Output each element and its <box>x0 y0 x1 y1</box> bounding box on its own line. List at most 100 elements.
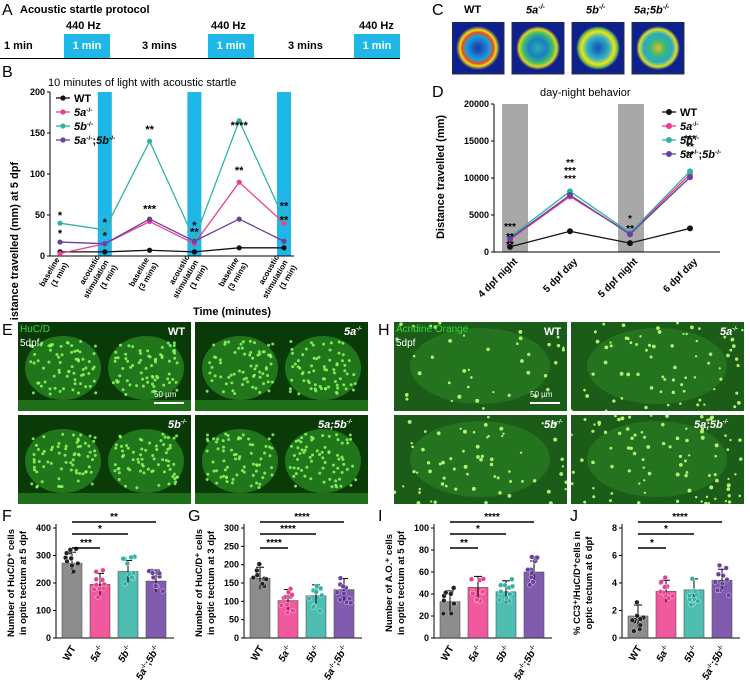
data-point <box>314 583 320 589</box>
neuron-dot <box>40 341 44 345</box>
x-tick-label: 4 dpf night <box>476 256 520 300</box>
apoptotic-cell-dot <box>643 491 646 495</box>
neuron-dot <box>87 444 91 448</box>
neuron-dot <box>60 353 64 357</box>
apoptotic-cell-dot <box>583 388 586 392</box>
neuron-dot <box>313 383 317 387</box>
neuron-dot <box>84 470 88 474</box>
huc-image-wt <box>18 322 191 411</box>
neuron-dot <box>137 460 141 464</box>
apoptotic-cell-dot <box>527 352 531 356</box>
panel-letter-a: A <box>2 2 13 19</box>
series-line <box>509 176 691 240</box>
neuron-dot <box>75 349 79 353</box>
neuron-dot <box>30 482 34 486</box>
significance-star: ** <box>110 512 118 523</box>
neuron-dot <box>304 445 308 449</box>
data-point <box>507 591 513 597</box>
neuron-dot <box>32 452 36 456</box>
neuron-dot <box>309 387 313 391</box>
apoptotic-cell-dot <box>675 472 680 477</box>
apoptotic-cell-dot <box>710 415 714 420</box>
apoptotic-cell-dot <box>682 332 685 336</box>
neuron-dot <box>205 477 209 481</box>
neuron-dot <box>345 372 349 376</box>
apoptotic-cell-dot <box>700 435 705 440</box>
neuron-dot <box>300 436 304 440</box>
neuron-dot <box>297 438 301 442</box>
data-point <box>95 594 101 600</box>
apoptotic-cell-dot <box>483 423 488 427</box>
tectum-lobe <box>285 336 361 400</box>
apoptotic-cell-dot <box>736 363 740 368</box>
data-point <box>506 598 513 604</box>
data-point <box>285 589 292 595</box>
data-point <box>160 588 166 594</box>
neuron-dot <box>249 484 253 488</box>
neuron-dot <box>69 468 73 472</box>
data-point <box>507 235 513 242</box>
protocol-timeline: Acoustic startle protocol 440 Hz 440 Hz … <box>0 0 430 70</box>
data-point <box>634 599 640 605</box>
neuron-dot <box>235 473 239 477</box>
apoptotic-cell-dot <box>394 490 397 495</box>
data-point <box>91 586 97 592</box>
apoptotic-cell-dot <box>644 405 648 410</box>
neuron-dot <box>249 364 253 368</box>
neuron-dot <box>321 434 325 438</box>
data-point <box>502 582 508 588</box>
neuron-dot <box>116 356 120 360</box>
neuron-dot <box>57 371 61 375</box>
neuron-dot <box>241 340 245 344</box>
apoptotic-cell-dot <box>637 501 641 504</box>
neuron-dot <box>258 391 262 395</box>
y-tick-label: 80 <box>419 545 429 555</box>
segment-stim-2: 1 min <box>208 34 254 58</box>
neuron-dot <box>309 459 313 463</box>
apoptotic-cell-dot <box>705 495 709 499</box>
huc-label-wt: WT <box>168 326 186 338</box>
neuron-dot <box>258 352 262 356</box>
panel-letter-e: E <box>2 322 13 339</box>
neuron-dot <box>206 472 210 476</box>
data-point <box>122 581 128 587</box>
apoptotic-cell-dot <box>580 458 584 462</box>
data-point <box>340 583 346 589</box>
neuron-dot <box>205 449 209 453</box>
x-tick-label: 5a-/-;5b-/- <box>134 644 162 682</box>
huc-scale-bar <box>154 402 184 404</box>
apoptotic-cell-dot <box>635 343 638 346</box>
neuron-dot <box>266 380 270 384</box>
data-point <box>254 572 260 578</box>
neuron-dot <box>59 344 63 348</box>
apoptotic-cell-dot <box>708 352 713 356</box>
neuron-dot <box>42 465 46 469</box>
y-tick-label: 5000 <box>469 210 489 220</box>
data-point <box>256 561 262 567</box>
apoptotic-cell-dot <box>625 427 630 431</box>
neuron-dot <box>309 341 313 345</box>
neuron-dot <box>156 463 160 467</box>
y-tick-label: 0 <box>234 633 239 643</box>
neuron-dot <box>173 477 177 481</box>
y-tick-label: 8 <box>612 523 617 533</box>
data-point <box>282 594 288 600</box>
neuron-dot <box>164 458 168 462</box>
neuron-dot <box>300 372 304 376</box>
y-tick-label: 300 <box>36 551 51 561</box>
neuron-dot <box>57 368 61 372</box>
neuron-dot <box>342 383 346 387</box>
data-point <box>250 575 256 581</box>
apoptotic-cell-dot <box>724 500 728 503</box>
y-tick-label: 150 <box>224 578 239 588</box>
legend-label: 5a-/- <box>74 107 92 119</box>
neuron-dot <box>88 450 92 454</box>
apoptotic-cell-dot <box>553 437 558 442</box>
heatmap-label-wt: WT <box>464 4 482 16</box>
neuron-dot <box>211 460 215 464</box>
neuron-dot <box>61 387 65 391</box>
timeline-baseline <box>0 58 400 59</box>
apoptotic-cell-dot <box>560 457 564 462</box>
neuron-dot <box>232 372 236 376</box>
x-tick-label: 5a-/- <box>467 644 485 664</box>
